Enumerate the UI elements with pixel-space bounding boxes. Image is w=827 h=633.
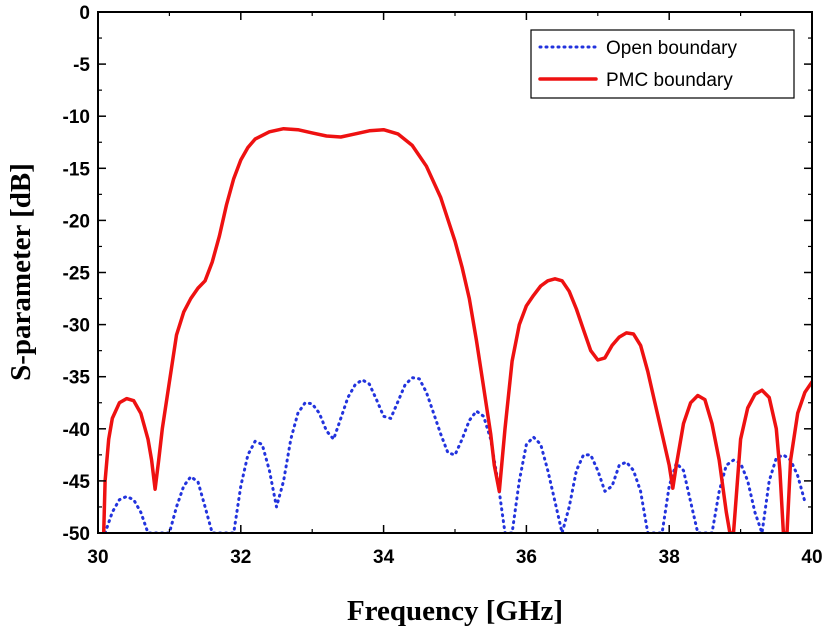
y-tick-label: -30 (63, 316, 90, 337)
series-line-open-boundary (103, 376, 807, 533)
legend-label-pmc-boundary: PMC boundary (606, 70, 733, 91)
x-tick-label: 38 (659, 547, 680, 568)
ticks-layer: 30 32 34 36 38 40 0 -5 -10 -15 -20 -25 -30 -35 -40 -45 -… (63, 3, 823, 568)
y-tick-label: -40 (63, 420, 90, 441)
series-line-pmc-boundary (101, 126, 812, 533)
y-tick-label: -35 (63, 368, 91, 389)
y-tick-label: -10 (63, 107, 90, 128)
legend: Open boundary PMC boundary (530, 29, 795, 99)
y-axis-title: S-parameter [dB] (5, 163, 37, 381)
legend-label-open-boundary: Open boundary (606, 38, 737, 59)
y-tick-label: -25 (63, 264, 91, 285)
y-tick-label: -15 (63, 159, 91, 180)
x-tick-label: 32 (230, 547, 251, 568)
x-tick-label: 30 (87, 547, 108, 568)
y-tick-label: -20 (63, 211, 90, 232)
y-tick-label: -5 (73, 55, 90, 76)
x-tick-label: 34 (373, 547, 395, 568)
y-tick-label: 0 (79, 3, 90, 24)
x-tick-label: 36 (516, 547, 537, 568)
y-tick-label: -45 (63, 472, 91, 493)
x-tick-label: 40 (801, 547, 822, 568)
y-tick-label: -50 (63, 524, 90, 545)
x-axis-title: Frequency [GHz] (347, 595, 563, 627)
legend-box (530, 29, 795, 99)
series-layer (101, 126, 812, 533)
